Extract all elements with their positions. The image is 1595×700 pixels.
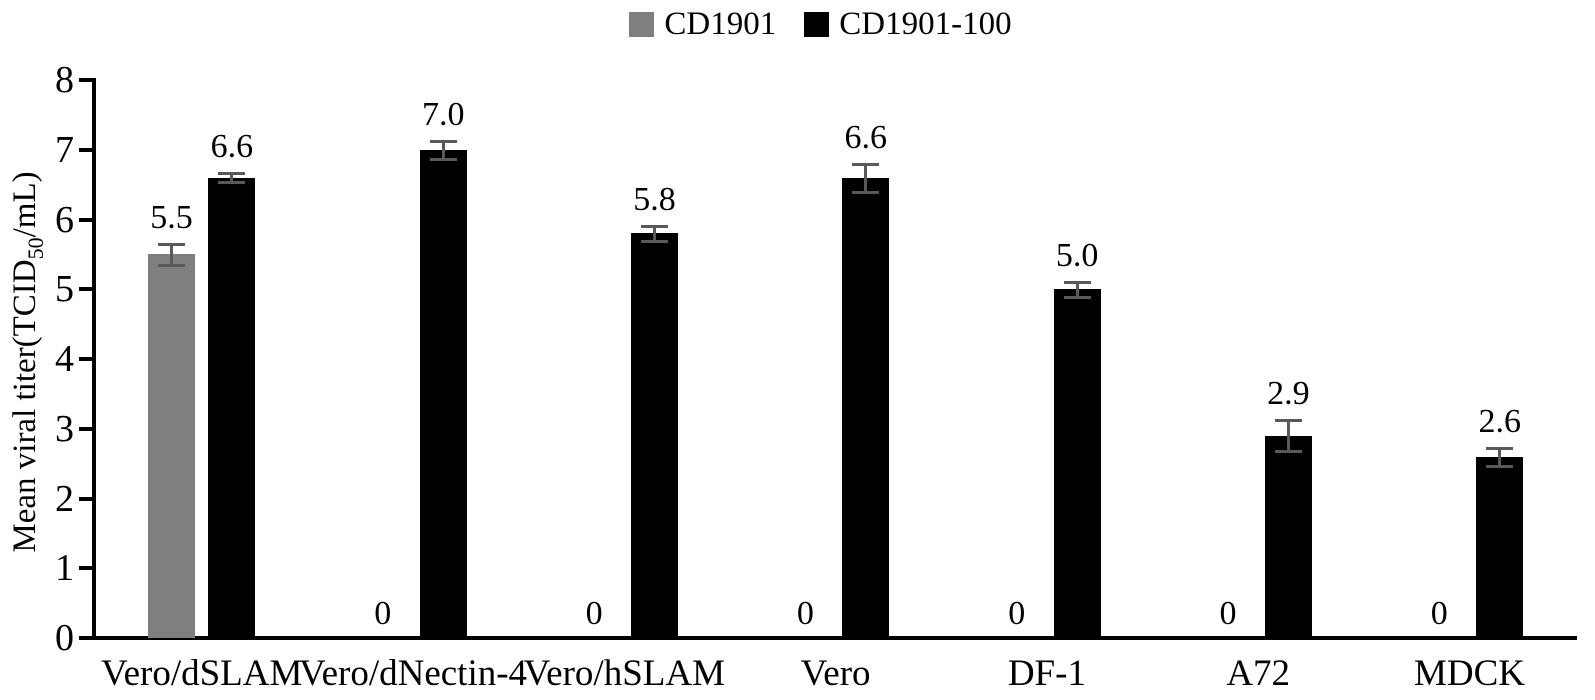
bar-value-label: 5.5 bbox=[150, 198, 193, 236]
y-tick bbox=[79, 636, 92, 640]
x-category-label: Vero/hSLAM bbox=[523, 653, 726, 694]
legend-label-cd1901-100: CD1901-100 bbox=[839, 6, 1012, 42]
bar-value-label: 2.9 bbox=[1267, 375, 1310, 413]
x-category-label: MDCK bbox=[1413, 653, 1526, 694]
y-tick-label: 1 bbox=[55, 547, 74, 590]
legend-item-cd1901: CD1901 bbox=[629, 8, 776, 41]
y-tick-label: 0 bbox=[55, 617, 74, 659]
bar-value-label: 6.6 bbox=[844, 118, 888, 156]
error-bar-line bbox=[864, 163, 868, 192]
error-bar-cap-bottom bbox=[852, 190, 880, 194]
y-tick-label: 3 bbox=[55, 407, 74, 450]
y-tick bbox=[79, 287, 92, 292]
x-category-label: A72 bbox=[1226, 653, 1291, 694]
y-tick bbox=[79, 357, 92, 361]
error-bar-line bbox=[653, 225, 656, 242]
y-tick bbox=[79, 496, 92, 501]
bar bbox=[631, 233, 678, 638]
bar-value-label: 7.0 bbox=[421, 95, 465, 133]
error-bar-cap-bottom bbox=[1274, 450, 1302, 454]
error-bar-line bbox=[441, 140, 445, 159]
y-tick-label: 2 bbox=[55, 477, 74, 520]
error-bar-line bbox=[1075, 281, 1079, 297]
bar-value-label: 6.6 bbox=[210, 128, 254, 166]
bar-value-label: 5.8 bbox=[633, 180, 676, 218]
error-bar-cap-top bbox=[218, 172, 246, 176]
y-tick-label: 5 bbox=[55, 268, 74, 311]
x-category-label: Vero bbox=[800, 653, 871, 694]
y-axis-title-subscript: 50 bbox=[22, 237, 48, 260]
error-bar-cap-bottom bbox=[218, 180, 246, 184]
error-bar-cap-top bbox=[1063, 280, 1091, 284]
error-bar-cap-bottom bbox=[1063, 295, 1091, 299]
y-tick-label: 8 bbox=[55, 59, 74, 101]
bar-value-label: 0 bbox=[1008, 595, 1026, 632]
error-bar-line bbox=[170, 243, 173, 265]
x-category-label: DF-1 bbox=[1007, 653, 1086, 694]
error-bar-cap-bottom bbox=[641, 240, 668, 244]
bar bbox=[208, 177, 256, 638]
chart-legend: CD1901 CD1901-100 bbox=[23, 8, 1595, 41]
bar bbox=[1476, 456, 1524, 638]
x-category-label: Vero/dNectin-4 bbox=[298, 653, 528, 694]
legend-item-cd1901-100: CD1901-100 bbox=[804, 6, 1012, 42]
y-tick bbox=[79, 426, 92, 431]
bar bbox=[1264, 435, 1312, 638]
bar-value-label: 2.6 bbox=[1478, 402, 1521, 440]
y-tick-label: 4 bbox=[55, 338, 74, 380]
bar-value-label: 5.0 bbox=[1055, 236, 1099, 274]
error-bar-cap-top bbox=[1274, 419, 1302, 423]
error-bar-line bbox=[230, 173, 234, 182]
y-tick bbox=[79, 147, 92, 152]
bar bbox=[842, 177, 890, 638]
error-bar-line bbox=[1286, 420, 1290, 452]
x-category-label: Vero/dSLAM bbox=[100, 653, 303, 694]
y-tick-label: 7 bbox=[55, 128, 74, 171]
y-tick bbox=[79, 78, 92, 82]
y-tick bbox=[79, 566, 92, 571]
legend-swatch-gray-icon bbox=[629, 12, 655, 37]
x-axis-line bbox=[83, 636, 1577, 640]
legend-label-cd1901: CD1901 bbox=[664, 6, 777, 42]
error-bar-line bbox=[1498, 447, 1502, 466]
y-tick bbox=[79, 217, 92, 222]
bar-value-label: 0 bbox=[796, 595, 814, 632]
y-axis-line bbox=[92, 78, 96, 640]
bar-value-label: 0 bbox=[1430, 595, 1448, 632]
error-bar-cap-bottom bbox=[1486, 464, 1514, 468]
error-bar-cap-top bbox=[852, 162, 880, 166]
error-bar-cap-top bbox=[641, 224, 668, 228]
bar-value-label: 0 bbox=[1219, 595, 1237, 632]
bar-value-label: 0 bbox=[374, 595, 392, 632]
bar bbox=[148, 254, 195, 638]
error-bar-cap-bottom bbox=[429, 157, 457, 161]
bar-value-label: 0 bbox=[585, 595, 603, 632]
y-tick-label: 6 bbox=[55, 198, 74, 241]
error-bar-cap-top bbox=[158, 242, 185, 246]
bar bbox=[1053, 289, 1101, 638]
error-bar-cap-bottom bbox=[158, 263, 185, 267]
error-bar-cap-top bbox=[1486, 446, 1514, 450]
error-bar-cap-top bbox=[429, 139, 457, 143]
legend-swatch-black-icon bbox=[804, 12, 830, 37]
bar bbox=[419, 149, 467, 638]
